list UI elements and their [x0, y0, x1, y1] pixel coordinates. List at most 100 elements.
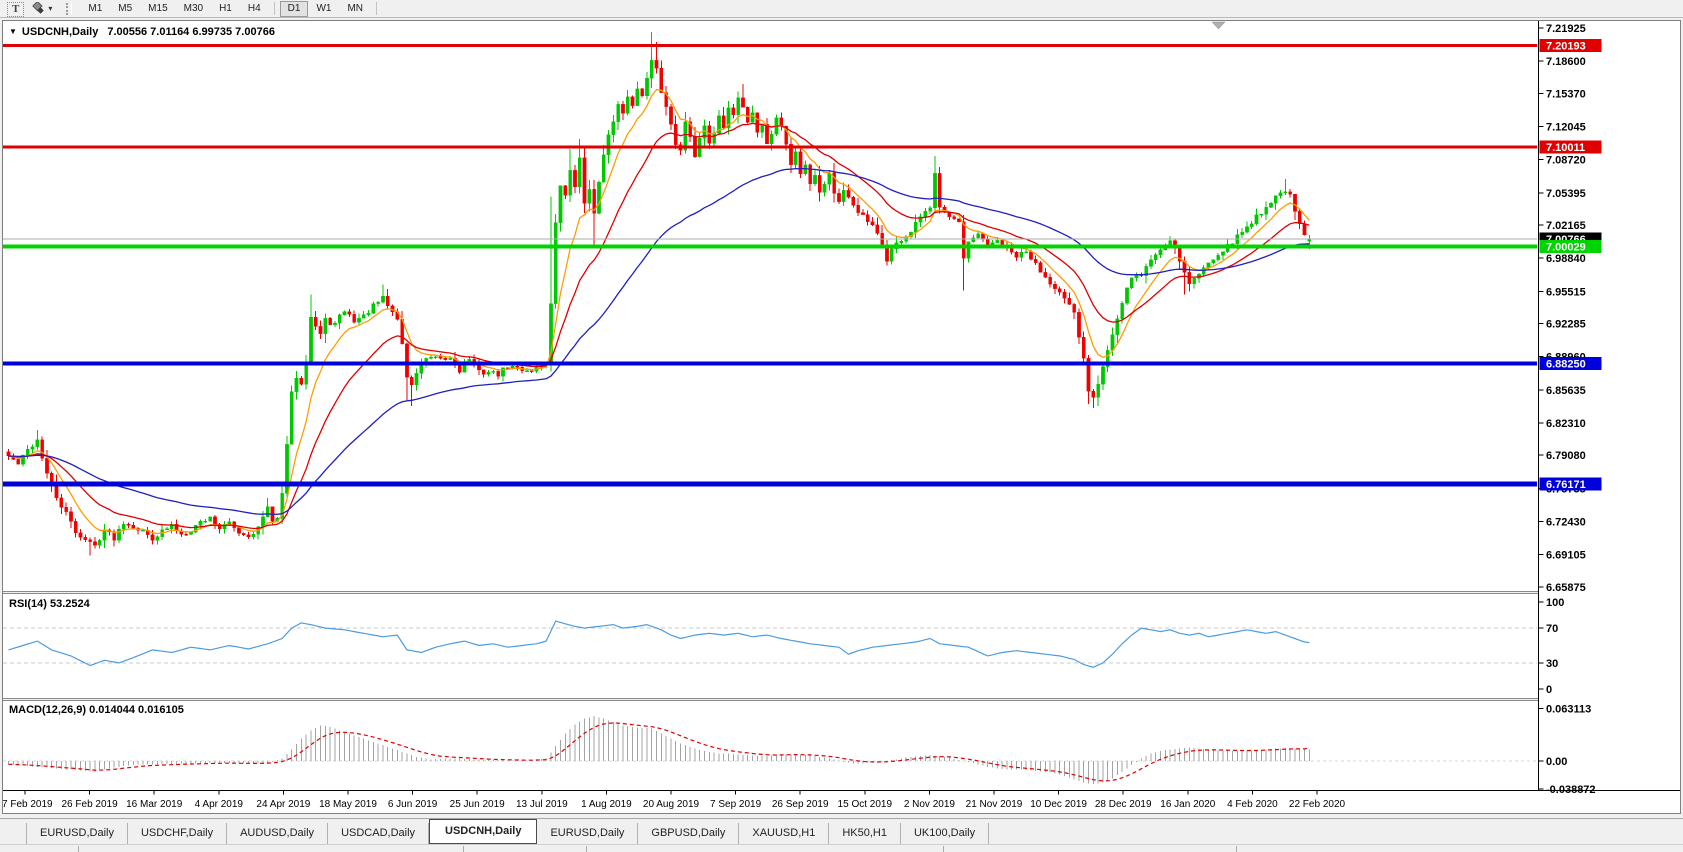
timeframe-button-D1[interactable]: D1	[279, 0, 309, 17]
tab-USDCAD-Daily[interactable]: USDCAD,Daily	[328, 823, 430, 844]
macd-signal-line	[8, 722, 1310, 782]
macd-axis-label: 0.00	[1546, 756, 1567, 768]
svg-text:7.20193: 7.20193	[1546, 40, 1586, 52]
chart-tabs: EURUSD,Daily USDCHF,Daily AUDUSD,Daily USDC…	[0, 818, 1683, 844]
price-axis-label: 7.21925	[1546, 23, 1586, 35]
rsi-axis-label: 30	[1546, 658, 1558, 670]
date-axis-label: 7 Sep 2019	[710, 799, 762, 810]
price-axis-label: 7.12045	[1546, 122, 1586, 134]
level-price-tag-6.76171: 6.76171	[1539, 477, 1602, 491]
rsi-indicator-label: RSI(14) 53.2524	[9, 598, 90, 610]
timeframe-button-M15[interactable]: M15	[140, 1, 175, 17]
svg-text:6.76171: 6.76171	[1546, 479, 1586, 491]
svg-text:6.88250: 6.88250	[1546, 359, 1586, 371]
price-axis-label: 7.15370	[1546, 88, 1586, 100]
status-separator	[78, 846, 79, 852]
shapes-tool-button[interactable]: ▾	[30, 1, 53, 16]
date-axis-label: 21 Nov 2019	[966, 799, 1023, 810]
time-axis[interactable]: 7 Feb 2019 26 Feb 2019 16 Mar 2019 4 Apr 20…	[2, 790, 1346, 811]
timeframe-button-M1[interactable]: M1	[80, 1, 110, 17]
ohlc-values: 7.00556 7.01164 6.99735 7.00766	[107, 26, 275, 38]
level-price-tag-6.88250: 6.88250	[1539, 357, 1602, 371]
tab-USDCNH-Daily[interactable]: USDCNH,Daily	[429, 819, 538, 844]
tab-USDCHF-Daily[interactable]: USDCHF,Daily	[128, 823, 228, 844]
toolbar: T ▾ M1 M5 M15 M30 H1 H4 D1 W1 MN	[0, 0, 1683, 18]
timeframe-button-M5[interactable]: M5	[110, 1, 140, 17]
macd-axis-label: -0.038872	[1546, 784, 1596, 796]
price-axis-label: 6.82310	[1546, 418, 1586, 430]
tab-XAUUSD-H1[interactable]: XAUUSD,H1	[739, 823, 830, 844]
dropdown-caret-icon: ▾	[48, 4, 53, 13]
date-axis-label: 16 Mar 2019	[126, 799, 183, 810]
macd-axis-label: 0.063113	[1546, 704, 1591, 716]
date-axis-label: 20 Aug 2019	[643, 799, 700, 810]
toolbar-grip[interactable]	[66, 2, 73, 15]
status-separator	[1236, 846, 1237, 852]
date-axis-label: 2 Nov 2019	[904, 799, 956, 810]
level-price-tag-7.00029: 7.00029	[1539, 239, 1602, 253]
status-separator	[586, 846, 587, 852]
price-axis-label: 7.08720	[1546, 155, 1586, 167]
tab-AUDUSD-Daily[interactable]: AUDUSD,Daily	[227, 823, 329, 844]
shapes-icon	[32, 1, 45, 14]
timeframe-button-M30[interactable]: M30	[176, 1, 211, 17]
date-axis-label: 4 Apr 2019	[195, 799, 244, 810]
timeframe-button-H4[interactable]: H4	[240, 1, 269, 17]
status-separator	[463, 846, 464, 852]
price-axis-label: 7.05395	[1546, 188, 1586, 200]
chart-canvas[interactable]: 7.21925 7.18600 7.15370 7.12045 7.08720 7.053…	[0, 18, 1683, 818]
date-axis-label: 25 Jun 2019	[450, 799, 505, 810]
toolbar-separator	[376, 2, 378, 15]
tab-EURUSD-Daily[interactable]: EURUSD,Daily	[537, 823, 639, 844]
macd-histogram	[8, 716, 1310, 785]
tab-EURUSD-Daily[interactable]: EURUSD,Daily	[26, 823, 128, 844]
toolbar-separator	[273, 2, 275, 15]
pane-splitter[interactable]	[2, 698, 1681, 701]
status-separator	[943, 846, 944, 852]
date-axis-label: 28 Dec 2019	[1095, 799, 1152, 810]
date-axis-label: 4 Feb 2020	[1227, 799, 1278, 810]
price-axis-label: 6.69105	[1546, 550, 1586, 562]
date-axis-label: 26 Feb 2019	[62, 799, 119, 810]
timeframe-button-MN[interactable]: MN	[339, 1, 371, 17]
level-price-tag-7.10011: 7.10011	[1539, 140, 1602, 154]
date-axis-label: 26 Sep 2019	[772, 799, 829, 810]
tab-GBPUSD-Daily[interactable]: GBPUSD,Daily	[638, 823, 740, 844]
level-price-tag-7.20193: 7.20193	[1539, 38, 1602, 52]
timeframe-button-W1[interactable]: W1	[308, 1, 339, 17]
moving-average-medium	[8, 122, 1310, 530]
date-axis-label: 18 May 2019	[319, 799, 377, 810]
collapse-triangle-icon[interactable]: ▼	[9, 27, 17, 36]
status-bar	[0, 844, 1683, 852]
date-axis-label: 24 Apr 2019	[256, 799, 310, 810]
date-axis-label: 10 Dec 2019	[1030, 799, 1087, 810]
date-axis-label: 15 Oct 2019	[838, 799, 893, 810]
tab-HK50-H1[interactable]: HK50,H1	[829, 823, 901, 844]
date-axis-label: 7 Feb 2019	[2, 799, 53, 810]
price-axis-label: 6.95515	[1546, 286, 1586, 298]
date-axis-label: 6 Jun 2019	[388, 799, 438, 810]
date-axis-label: 16 Jan 2020	[1160, 799, 1215, 810]
candlestick-series	[6, 32, 1312, 556]
date-axis-label: 1 Aug 2019	[581, 799, 632, 810]
rsi-axis-label: 0	[1546, 684, 1552, 696]
date-axis-label: 13 Jul 2019	[516, 799, 568, 810]
price-axis-label: 7.18600	[1546, 56, 1586, 68]
svg-text:7.00029: 7.00029	[1546, 241, 1586, 253]
chart-shift-marker-icon[interactable]	[1211, 21, 1226, 30]
rsi-axis-label: 70	[1546, 623, 1558, 635]
date-axis-label: 22 Feb 2020	[1289, 799, 1346, 810]
price-axis[interactable]: 7.21925 7.18600 7.15370 7.12045 7.08720 7.053…	[2, 20, 1681, 797]
price-axis-label: 6.98840	[1546, 253, 1586, 265]
timeframe-button-H1[interactable]: H1	[211, 1, 240, 17]
text-tool-button[interactable]: T	[7, 0, 25, 17]
text-tool-icon: T	[7, 2, 25, 17]
price-axis-label: 6.72430	[1546, 516, 1586, 528]
rsi-line	[8, 620, 1310, 668]
chart-window-frame	[2, 20, 1681, 814]
price-axis-label: 6.79080	[1546, 450, 1586, 462]
pane-splitter[interactable]	[2, 591, 1681, 594]
tab-UK100-Daily[interactable]: UK100,Daily	[901, 823, 990, 844]
symbol-period-label: USDCNH,Daily	[21, 26, 99, 38]
